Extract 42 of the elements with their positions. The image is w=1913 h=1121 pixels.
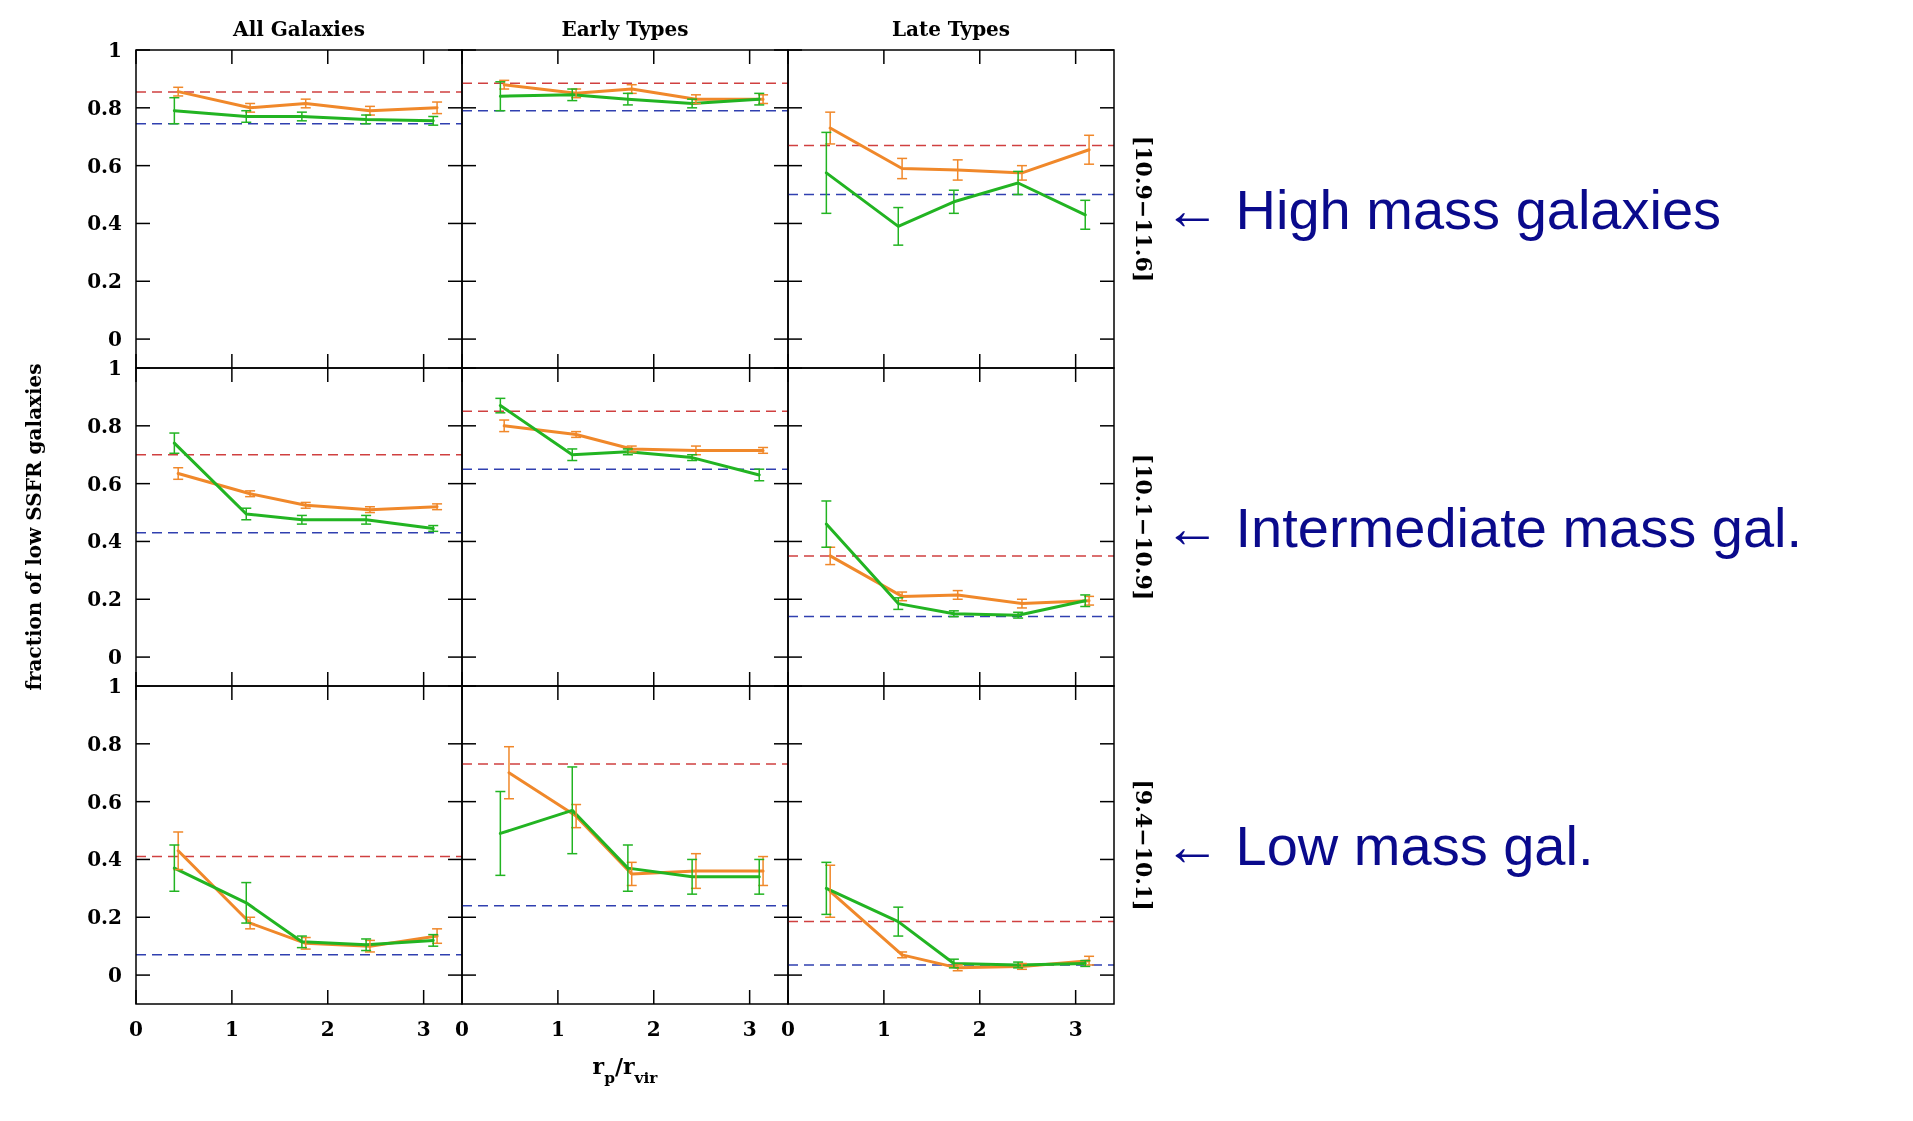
chart-title: Late Types: [891, 17, 1011, 41]
x-tick-label: 0: [129, 1017, 143, 1041]
y-tick-label: 0.8: [87, 731, 122, 756]
y-tick-label: 1: [108, 674, 122, 698]
y-tick-label: 0.2: [87, 905, 122, 930]
y-tick-label: 0.4: [87, 211, 123, 236]
y-tick-label: 0.6: [87, 471, 122, 496]
x-tick-label: 1: [550, 1017, 565, 1041]
x-tick-label: 0: [781, 1017, 795, 1041]
x-tick-label: 1: [224, 1017, 239, 1041]
y-tick-label: 0.2: [87, 587, 122, 612]
y-tick-label: 1: [108, 356, 122, 380]
y-tick-label: 0.6: [87, 789, 122, 814]
y-tick-label: 0: [108, 645, 122, 670]
x-tick-label: 1: [876, 1017, 891, 1041]
x-tick-label: 2: [972, 1017, 987, 1041]
y-tick-label: 0.2: [87, 269, 122, 294]
text: ← Low mass gal.: [1164, 814, 1594, 877]
text: ← Intermediate mass gal.: [1164, 496, 1803, 559]
x-tick-label: 0: [455, 1017, 469, 1041]
x-tick-label: 3: [742, 1017, 757, 1041]
x-tick-label: 3: [416, 1017, 431, 1041]
text: ← High mass galaxies: [1164, 178, 1722, 241]
y-tick-label: 1: [108, 38, 122, 62]
y-tick-label: 0.8: [87, 95, 122, 120]
chart-title: Early Types: [561, 17, 689, 41]
y-tick-label: 0.4: [87, 529, 123, 554]
chart-title: All Galaxies: [232, 17, 365, 41]
y-tick-label: 0.4: [87, 847, 123, 872]
y-tick-label: 0: [108, 327, 122, 352]
x-tick-label: 2: [646, 1017, 661, 1041]
x-tick-label: 3: [1068, 1017, 1083, 1041]
y-tick-label: 0.6: [87, 153, 122, 178]
y2-axis-title: [10.9−11.6]: [1131, 135, 1157, 283]
y2-axis-title: [9.4−10.1]: [1131, 779, 1157, 911]
line-series: [176, 90, 439, 113]
x-tick-label: 2: [320, 1017, 335, 1041]
y-axis-title: fraction of low SSFR galaxies: [22, 363, 46, 691]
y2-axis-title: [10.1−10.9]: [1131, 453, 1157, 601]
x-axis-title: r$_{p}$/r$_{vir}$: [592, 1053, 659, 1087]
y-tick-label: 0: [108, 963, 122, 988]
y-tick-label: 0.8: [87, 413, 122, 438]
